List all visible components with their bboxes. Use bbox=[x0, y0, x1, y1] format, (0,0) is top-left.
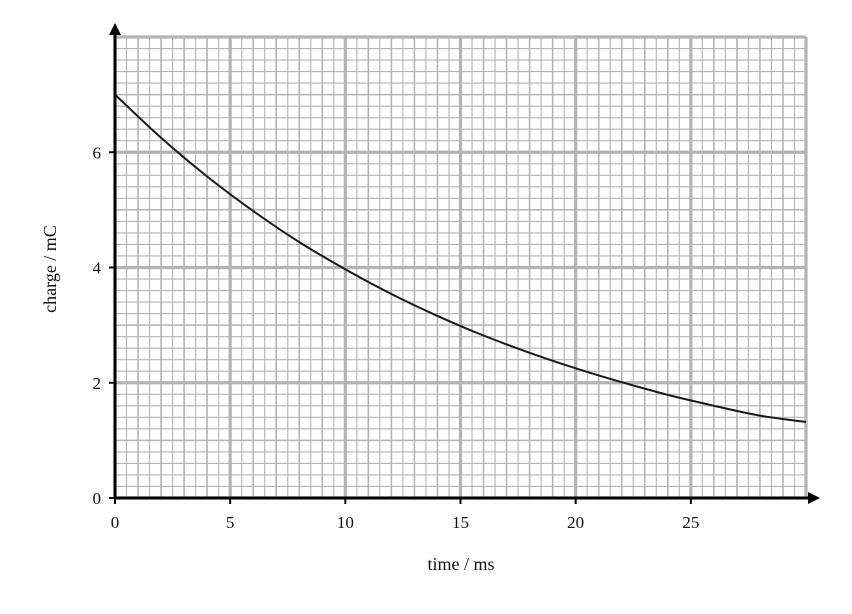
x-tick-label: 10 bbox=[337, 513, 354, 532]
series bbox=[114, 93, 807, 423]
grid bbox=[113, 35, 808, 500]
y-tick-label: 2 bbox=[93, 374, 102, 393]
x-axis-label: time / ms bbox=[428, 554, 495, 574]
y-tick-label: 4 bbox=[93, 259, 102, 278]
x-axis-arrow bbox=[808, 492, 820, 504]
axes bbox=[109, 23, 820, 504]
x-tick-label: 20 bbox=[567, 513, 584, 532]
y-tick-label: 6 bbox=[93, 143, 102, 162]
y-axis-label: charge / mC bbox=[40, 225, 60, 313]
y-axis-arrow bbox=[109, 23, 121, 35]
series-line bbox=[114, 93, 807, 423]
x-tick-label: 5 bbox=[226, 513, 235, 532]
x-tick-label: 0 bbox=[111, 513, 120, 532]
y-tick-label: 0 bbox=[93, 489, 102, 508]
x-tick-label: 25 bbox=[682, 513, 699, 532]
tick-labels: 0 5 10 15 20 25 0 2 4 6 bbox=[93, 143, 700, 532]
x-tick-label: 15 bbox=[452, 513, 469, 532]
